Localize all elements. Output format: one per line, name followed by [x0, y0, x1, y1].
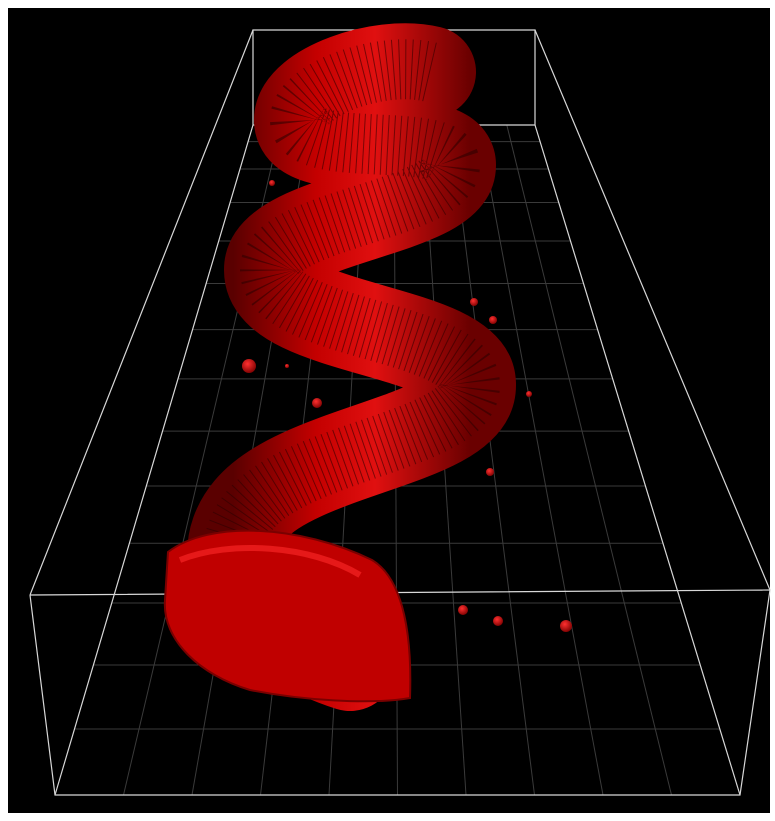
render-view — [0, 0, 775, 821]
speck — [486, 468, 494, 476]
page: (() => { JSON.parse(document.getElementB… — [0, 0, 775, 821]
speck — [470, 298, 478, 306]
speck — [242, 359, 256, 373]
speck — [269, 180, 275, 186]
speck — [285, 364, 289, 368]
speck — [458, 605, 468, 615]
speck — [493, 616, 503, 626]
speck — [526, 391, 532, 397]
speck — [489, 316, 497, 324]
speck — [560, 620, 572, 632]
speck — [312, 398, 322, 408]
